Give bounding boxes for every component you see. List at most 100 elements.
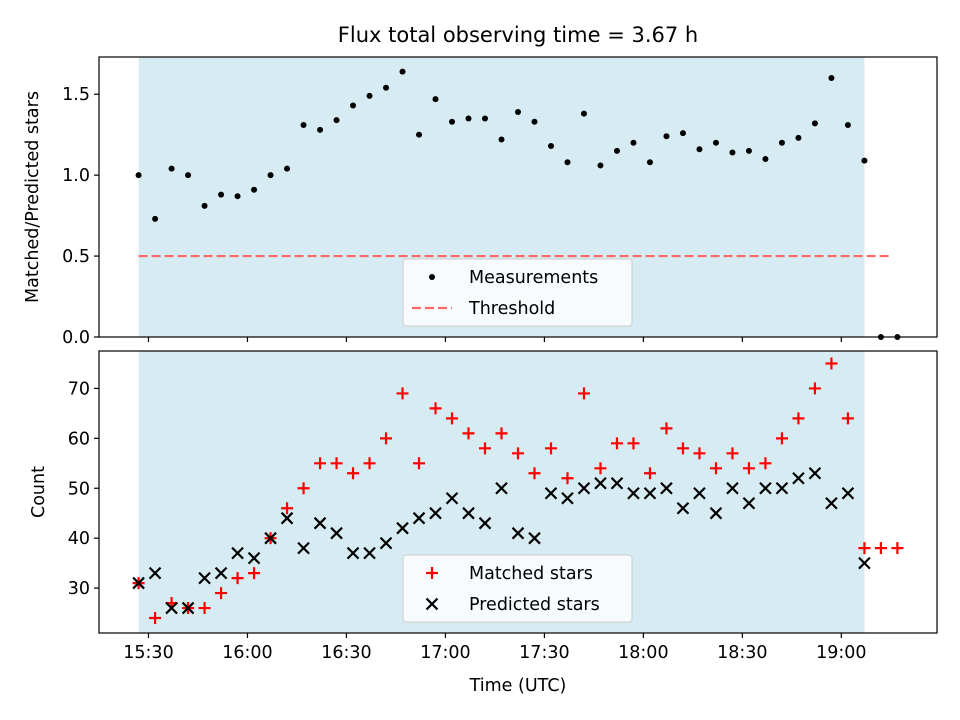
predicted-point <box>330 526 343 540</box>
legend-label: Matched stars <box>469 564 593 584</box>
predicted-point <box>660 481 673 495</box>
predicted-point <box>561 491 574 505</box>
predicted-point <box>759 481 772 495</box>
x-axis-label: Time (UTC) <box>469 676 567 696</box>
predicted-point <box>610 476 624 490</box>
matched-point <box>643 467 656 480</box>
measurement-point <box>218 191 225 198</box>
matched-point <box>479 442 492 455</box>
measurement-point <box>317 126 324 133</box>
matched-point <box>891 542 904 555</box>
predicted-point <box>726 481 739 495</box>
matched-point <box>512 447 524 460</box>
predicted-point <box>412 511 426 525</box>
measurement-point <box>350 102 357 109</box>
predicted-point <box>297 541 310 555</box>
predicted-point <box>346 546 360 560</box>
matched-point <box>198 602 211 615</box>
y-tick-label: 70 <box>68 379 90 399</box>
x-tick-label: 17:30 <box>519 643 569 663</box>
predicted-point <box>495 481 508 495</box>
predicted-point <box>544 486 558 500</box>
measurement-point <box>432 96 439 103</box>
matched-point <box>561 472 574 485</box>
measurement-point <box>844 121 851 128</box>
measurement-point <box>267 172 274 179</box>
predicted-point <box>313 516 327 530</box>
x-tick-label: 17:00 <box>420 643 470 663</box>
y-tick-label: 40 <box>68 529 90 549</box>
matched-point <box>347 467 360 480</box>
measurement-point <box>630 139 637 146</box>
predicted-point <box>742 496 756 510</box>
predicted-point <box>528 531 541 545</box>
predicted-point <box>808 467 822 480</box>
matched-point <box>215 587 228 600</box>
measurement-point <box>201 202 208 209</box>
measurement-point <box>152 215 159 222</box>
y-tick-label: 1.0 <box>62 166 90 186</box>
matched-point <box>726 447 739 460</box>
measurement-point <box>168 165 175 172</box>
matched-point <box>858 542 871 555</box>
legend-marker-measurements <box>429 274 435 280</box>
matched-point <box>841 412 854 425</box>
y-tick-label: 0.5 <box>62 247 90 267</box>
matched-point <box>594 462 607 475</box>
top-panel-ratio: 0.0 0.5 1.0 1.5 Matched/Predicted stars Measu… <box>23 56 938 348</box>
matched-point <box>825 357 838 370</box>
measurement-point <box>531 118 538 125</box>
legend: Measurements Threshold <box>402 258 633 327</box>
matched-point <box>775 432 788 445</box>
predicted-point <box>247 551 261 565</box>
predicted-point <box>462 506 475 520</box>
predicted-point <box>264 531 277 545</box>
matched-point <box>248 567 261 580</box>
x-tick-label: 18:00 <box>618 643 668 663</box>
matched-point <box>281 502 294 515</box>
measurement-point <box>547 143 554 150</box>
measurement-point <box>465 115 472 122</box>
predicted-point <box>198 571 211 585</box>
measurement-point <box>795 134 802 141</box>
measurement-point <box>597 162 604 169</box>
predicted-point <box>643 486 657 500</box>
predicted-point <box>627 486 640 500</box>
measurement-point <box>580 110 587 117</box>
matched-point <box>808 382 821 395</box>
y-tick-label: 60 <box>68 429 90 449</box>
matched-point <box>330 457 343 470</box>
measurement-point <box>498 136 505 143</box>
predicted-point <box>165 601 178 615</box>
measurement-point <box>366 92 373 99</box>
measurement-point <box>399 68 406 75</box>
y-tick-label: 30 <box>68 579 90 599</box>
predicted-point <box>709 506 723 520</box>
series-predicted-stars <box>132 467 871 615</box>
matched-point <box>792 412 805 425</box>
measurement-point <box>696 146 703 153</box>
matched-point <box>627 437 640 450</box>
predicted-point <box>363 546 376 560</box>
matched-point <box>676 442 689 455</box>
plot-frame <box>98 350 938 634</box>
predicted-point <box>280 511 294 525</box>
predicted-point <box>231 546 244 560</box>
predicted-point <box>429 506 442 520</box>
matched-point <box>314 457 327 470</box>
measurement-point <box>482 115 489 122</box>
y-tick-label: 1.5 <box>62 85 90 105</box>
matched-point <box>610 437 623 450</box>
chart-title: Flux total observing time = 3.67 h <box>338 23 698 47</box>
legend-marker-matched <box>426 567 438 579</box>
bottom-panel-counts: 30 40 50 60 70 15:30 16:00 16:30 17:00 17:30 18:00… <box>29 350 938 696</box>
x-tick-label: 18:30 <box>717 643 767 663</box>
plot-frame <box>98 56 938 338</box>
matched-point <box>446 412 459 425</box>
measurement-point <box>515 109 521 116</box>
predicted-point <box>396 521 409 535</box>
measurement-point <box>729 149 736 156</box>
measurement-point <box>383 84 390 91</box>
legend-label: Measurements <box>469 268 598 288</box>
